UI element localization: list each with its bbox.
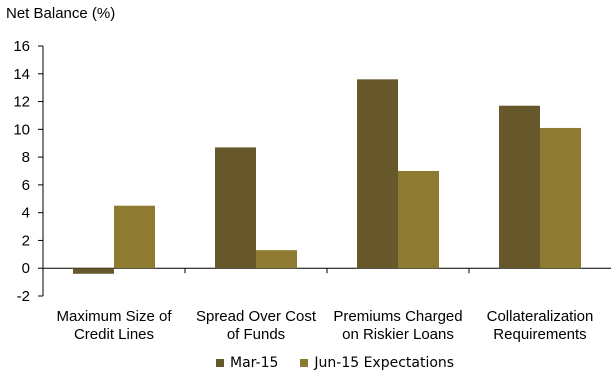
legend-item-jun-15-expectations: Jun-15 Expectations xyxy=(300,355,454,371)
x-tick-label: Collateralization xyxy=(487,308,594,325)
y-tick-label: 8 xyxy=(22,149,30,166)
bar-jun-15-expectations-0 xyxy=(114,205,155,269)
bar-jun-15-expectations-3 xyxy=(540,127,581,269)
bar-jun-15-expectations-2 xyxy=(398,171,439,269)
bar-mar-15-0 xyxy=(73,268,114,274)
y-axis-title: Net Balance (%) xyxy=(6,5,116,22)
x-tick-label: Requirements xyxy=(493,326,586,343)
y-tick-label: 0 xyxy=(22,260,30,277)
legend: Mar-15 Jun-15 Expectations xyxy=(216,355,476,371)
y-tick-label: 2 xyxy=(22,232,30,249)
legend-item-mar-15: Mar-15 xyxy=(216,355,278,371)
y-tick-label: 10 xyxy=(13,121,30,138)
x-tick-label: of Funds xyxy=(227,326,285,343)
x-tick-label: Maximum Size of xyxy=(56,308,172,325)
y-tick-label: 14 xyxy=(13,66,30,83)
legend-label-jun-15-expectations: Jun-15 Expectations xyxy=(314,355,455,371)
bar-mar-15-1 xyxy=(215,147,256,269)
y-tick-label: -2 xyxy=(17,288,30,305)
x-tick-label: Credit Lines xyxy=(74,326,154,343)
legend-label-mar-15: Mar-15 xyxy=(230,355,279,371)
y-tick-label: 16 xyxy=(13,38,30,55)
x-tick-label: Spread Over Cost xyxy=(196,308,317,325)
y-tick-label: 6 xyxy=(22,177,30,194)
legend-swatch-jun-15-expectations xyxy=(300,359,309,367)
x-tick-label: Premiums Charged xyxy=(333,308,462,325)
bar-mar-15-3 xyxy=(499,105,540,269)
bar-mar-15-2 xyxy=(357,79,398,269)
y-tick-label: 12 xyxy=(13,94,30,111)
bar-jun-15-expectations-1 xyxy=(256,250,297,269)
x-tick-label: on Riskier Loans xyxy=(342,326,454,343)
legend-swatch-mar-15 xyxy=(216,359,224,367)
y-tick-label: 4 xyxy=(22,205,30,222)
